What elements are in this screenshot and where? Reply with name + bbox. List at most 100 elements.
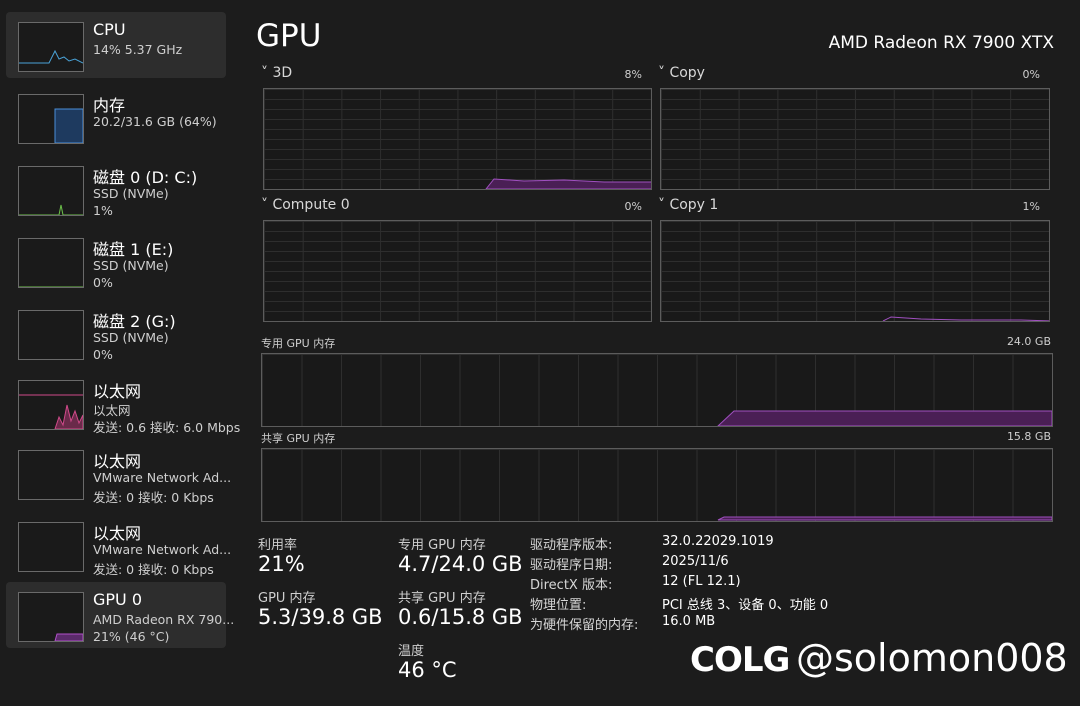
thumbnail (18, 592, 84, 642)
item-title: 以太网 (93, 452, 142, 471)
item-detail: 14% 5.37 GHz (93, 42, 183, 57)
trace (19, 204, 83, 215)
sidebar-item[interactable]: 以太网 以太网 发送: 0.6 接收: 6.0 Mbps (0, 370, 240, 436)
sidebar-item[interactable]: 内存 20.2/31.6 GB (64%) (0, 84, 230, 150)
detail-value: 16.0 MB (662, 614, 716, 629)
engine-name: ˅ 3D (261, 65, 293, 81)
thumbnail (18, 450, 84, 500)
engine-name: ˅ Copy 1 (658, 197, 719, 213)
memory-name: 共享 GPU 内存 (261, 432, 336, 445)
trace-shape (717, 410, 1052, 426)
item-detail: 发送: 0 接收: 0 Kbps (93, 490, 214, 505)
item-detail: 0% (93, 275, 113, 290)
sidebar-item[interactable]: 磁盘 2 (G:) SSD (NVMe) 0% (0, 300, 230, 366)
memory-max: 15.8 GB (1006, 430, 1051, 443)
detail-value: 12 (FL 12.1) (662, 574, 741, 589)
item-title: 磁盘 0 (D: C:) (93, 168, 198, 187)
trace (54, 108, 83, 143)
memory-name: 专用 GPU 内存 (261, 337, 336, 350)
sidebar-item[interactable]: GPU 0 AMD Radeon RX 790... 21% (46 °C) (0, 582, 234, 648)
detail-label: 驱动程序版本: (530, 538, 613, 553)
item-detail: AMD Radeon RX 790... (93, 612, 235, 627)
item-title: 磁盘 2 (G:) (93, 312, 176, 331)
trace (54, 633, 83, 641)
item-title: 以太网 (93, 382, 142, 401)
trace-shape (54, 633, 83, 641)
stat-label: 温度 (398, 644, 425, 659)
detail-label: 物理位置: (530, 598, 587, 613)
item-title: 内存 (93, 96, 126, 115)
detail-label: DirectX 版本: (530, 578, 613, 593)
trace-shape (485, 178, 651, 189)
stat-value: 4.7/24.0 GB (398, 552, 523, 576)
item-detail: VMware Network Ad... (93, 470, 232, 485)
stat-label: GPU 内存 (258, 591, 316, 606)
item-detail: 20.2/31.6 GB (64%) (93, 114, 217, 129)
memory-graph (261, 448, 1053, 522)
engine-graph (263, 220, 652, 322)
item-detail: VMware Network Ad... (93, 542, 232, 557)
stat-value: 46 °C (398, 658, 457, 682)
watermark-logo: COLG (690, 640, 790, 680)
detail-value: PCI 总线 3、设备 0、功能 0 (662, 598, 829, 613)
sidebar-item[interactable]: 以太网 VMware Network Ad... 发送: 0 接收: 0 Kbps (0, 512, 232, 578)
item-detail: 1% (93, 203, 113, 218)
thumbnail (18, 380, 84, 430)
engine-graph (660, 220, 1050, 322)
trace (19, 311, 83, 359)
engine-value: 1% (1022, 200, 1040, 213)
engine-value: 8% (624, 68, 642, 81)
thumbnail (18, 310, 84, 360)
engine-name: ˅ Copy (658, 65, 705, 81)
sidebar-item[interactable]: 磁盘 1 (E:) SSD (NVMe) 0% (0, 228, 230, 294)
trace-shape (882, 316, 1049, 321)
item-detail: 0% (93, 347, 113, 362)
engine-value: 0% (1022, 68, 1040, 81)
trace-shape (54, 404, 83, 429)
trace (661, 89, 1049, 189)
thumbnail (18, 166, 84, 216)
stat-value: 0.6/15.8 GB (398, 605, 523, 629)
trace (19, 286, 83, 287)
device-name: AMD Radeon RX 7900 XTX (828, 33, 1054, 53)
item-detail: 发送: 0.6 接收: 6.0 Mbps (93, 420, 241, 435)
memory-max: 24.0 GB (1006, 335, 1051, 348)
thumbnail (18, 94, 84, 144)
trace-shape (19, 49, 83, 64)
trace (717, 516, 1052, 521)
engine-graph (660, 88, 1050, 190)
memory-graph (261, 353, 1053, 427)
engine-value: 0% (624, 200, 642, 213)
trace (19, 523, 83, 571)
trace (19, 49, 83, 64)
item-detail: SSD (NVMe) (93, 258, 169, 273)
trace (717, 410, 1052, 426)
detail-label: 为硬件保留的内存: (530, 618, 639, 633)
stat-value: 5.3/39.8 GB (258, 605, 383, 629)
detail-value: 2025/11/6 (662, 554, 729, 569)
stat-label: 专用 GPU 内存 (398, 538, 486, 553)
trace (264, 221, 651, 321)
item-title: 以太网 (93, 524, 142, 543)
item-title: GPU 0 (93, 590, 143, 609)
thumbnail (18, 522, 84, 572)
trace-shape (19, 204, 83, 215)
stat-label: 利用率 (258, 538, 298, 553)
item-detail: SSD (NVMe) (93, 330, 169, 345)
detail-label: 驱动程序日期: (530, 558, 613, 573)
engine-name: ˅ Compute 0 (261, 197, 350, 213)
item-title: CPU (93, 20, 126, 39)
trace (19, 394, 83, 429)
trace (19, 451, 83, 499)
sidebar-item[interactable]: CPU 14% 5.37 GHz (0, 12, 230, 78)
page-title: GPU (256, 18, 322, 54)
sidebar-item[interactable]: 磁盘 0 (D: C:) SSD (NVMe) 1% (0, 156, 230, 222)
thumbnail (18, 22, 84, 72)
detail-value: 32.0.22029.1019 (662, 534, 774, 549)
item-detail: 以太网 (93, 403, 131, 418)
trace-shape (54, 108, 83, 143)
sidebar-item[interactable]: 以太网 VMware Network Ad... 发送: 0 接收: 0 Kbps (0, 440, 232, 506)
trace-shape (717, 516, 1052, 521)
thumbnail (18, 238, 84, 288)
